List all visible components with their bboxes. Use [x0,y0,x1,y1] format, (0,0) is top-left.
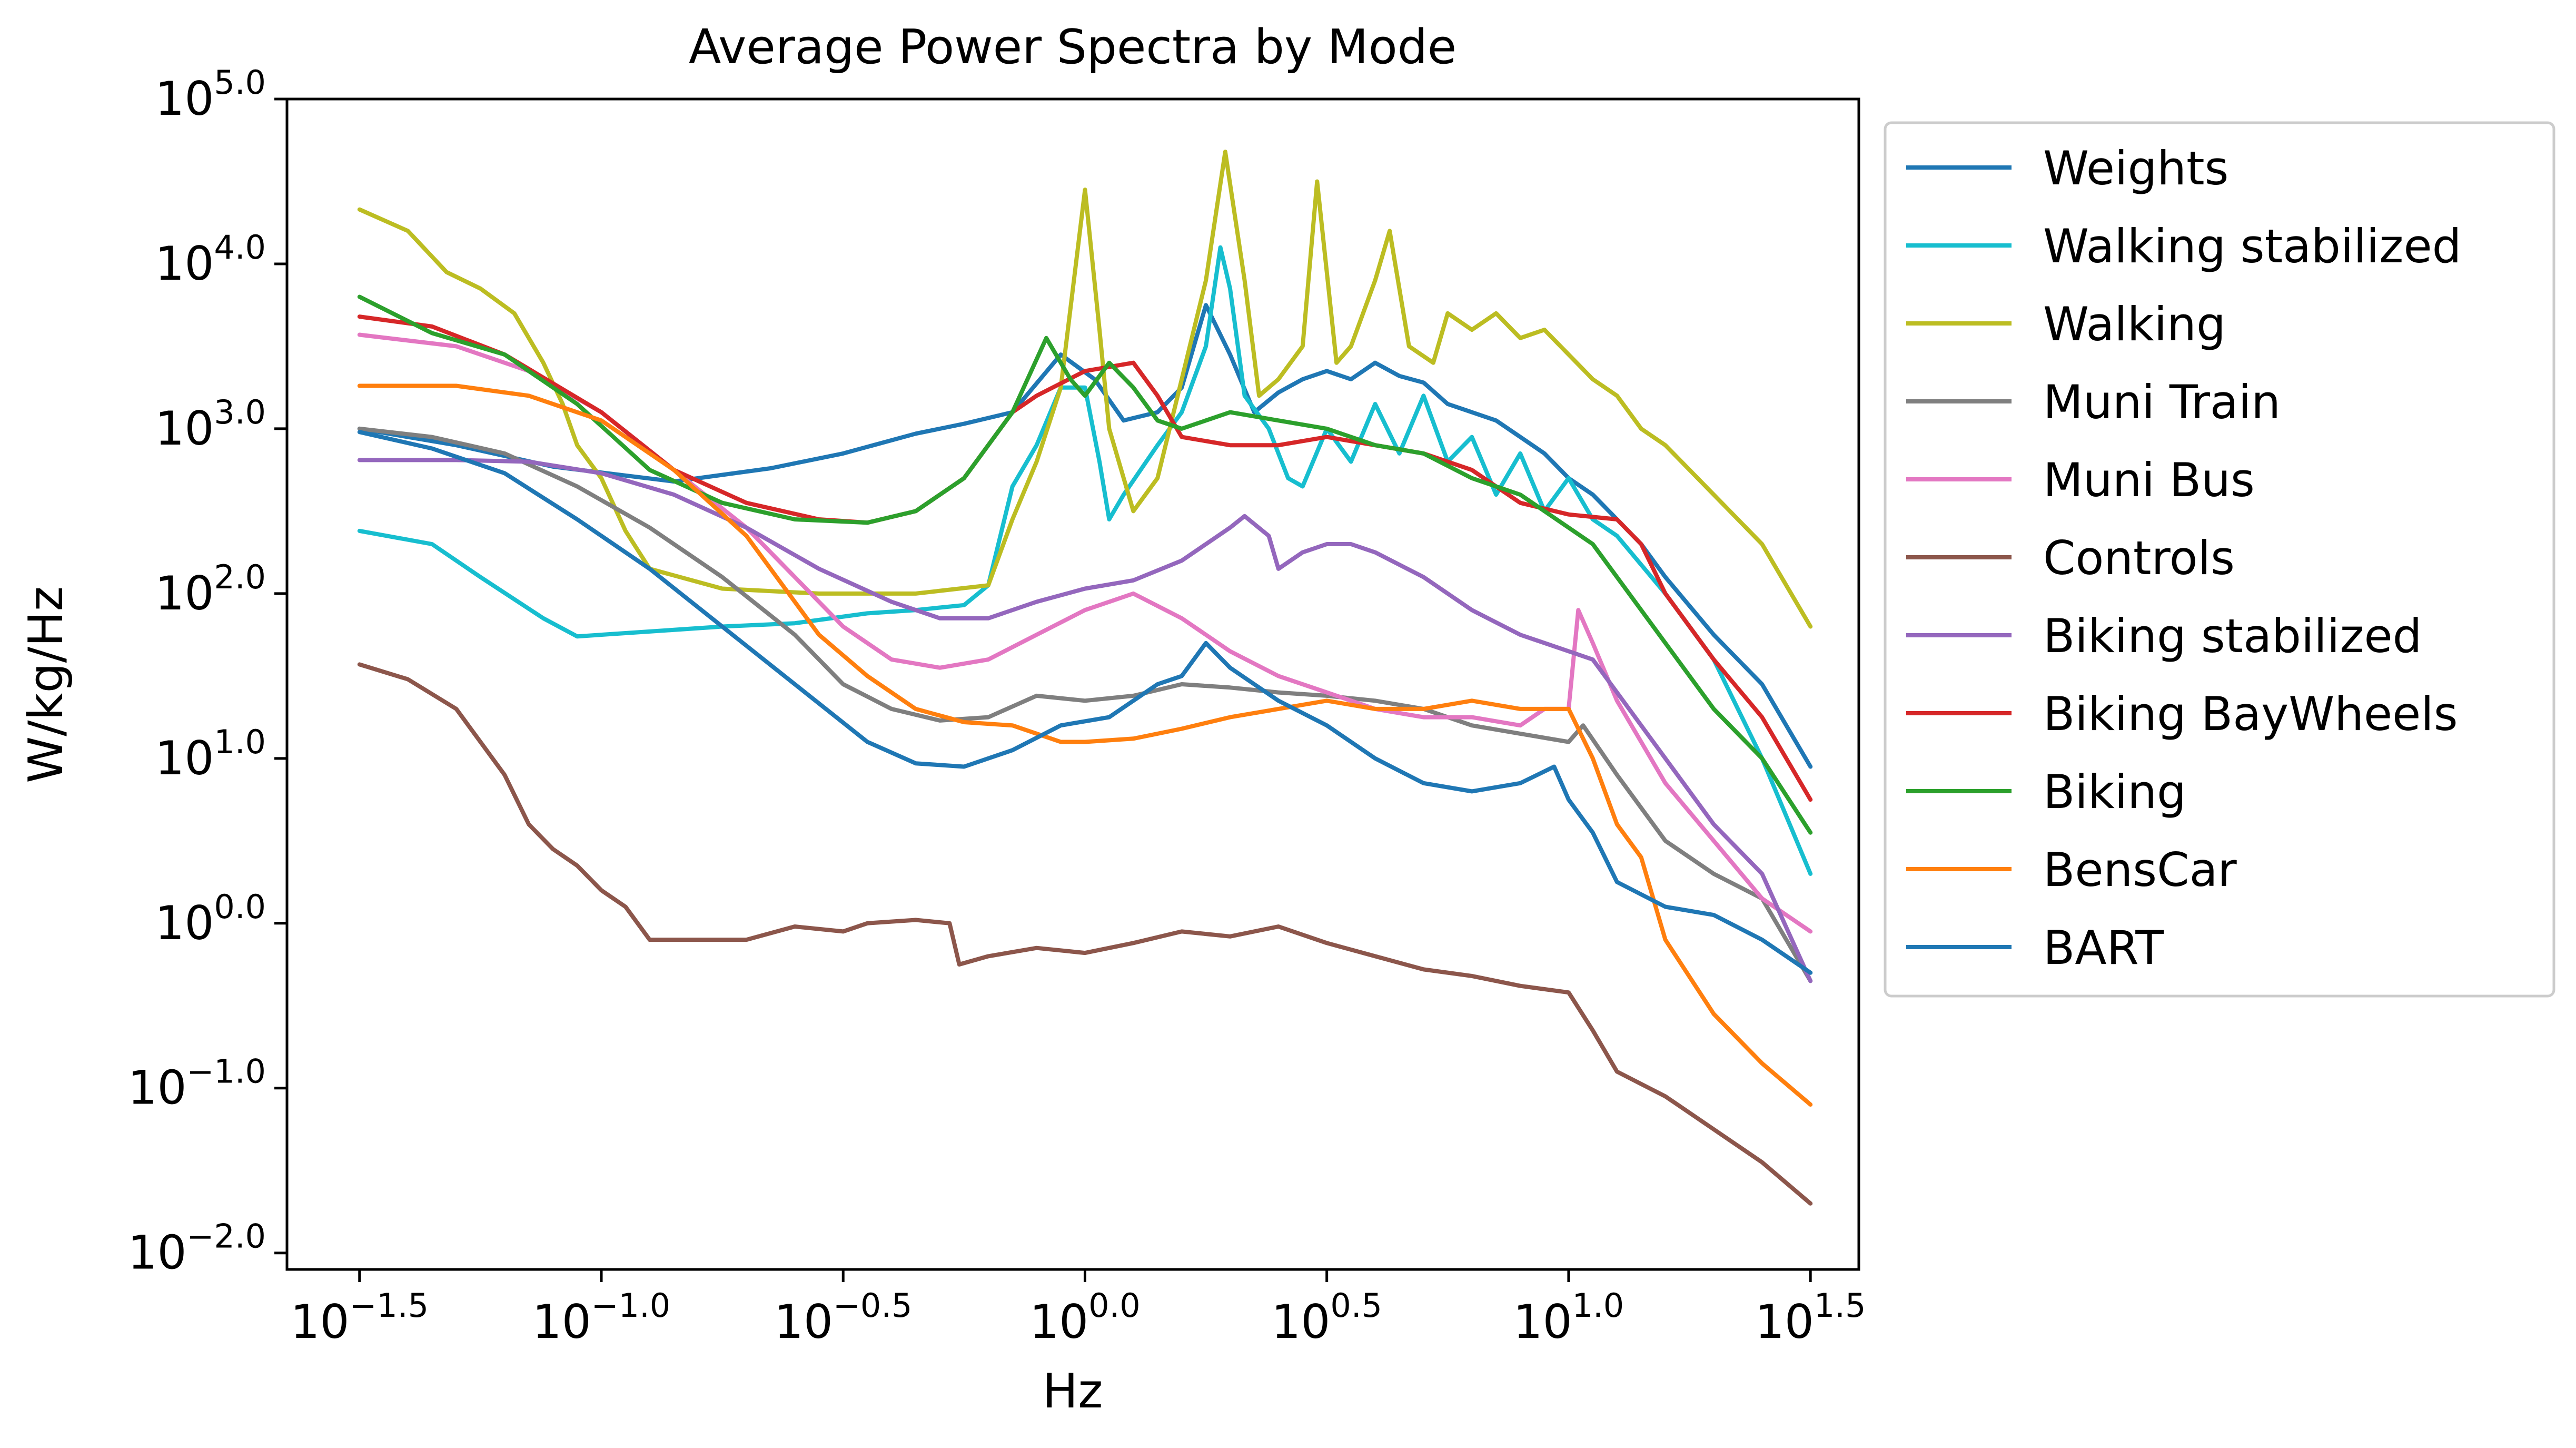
x-tick-label: 101.5 [1755,1286,1866,1349]
axes-frame [285,97,1860,1271]
x-tick-base: 10 [1755,1295,1814,1349]
y-tick-exponent: 2.0 [214,558,266,596]
y-tick-base: 10 [155,566,214,620]
series-line-benscar [357,383,1813,1107]
legend-label: Biking stabilized [2043,609,2422,663]
y-tick-label: 101.0 [155,723,266,785]
x-tick-base: 10 [1029,1295,1088,1349]
y-tick-exponent: −1.0 [186,1052,266,1091]
x-tick-base: 10 [774,1295,833,1349]
legend-label: Biking [2043,765,2186,819]
legend-label: Muni Bus [2043,453,2255,507]
x-tick-label: 10−1.5 [290,1286,429,1349]
series-line-biking-baywheels [357,314,1813,802]
x-tick-label: 10−0.5 [774,1286,913,1349]
legend-label: BART [2043,921,2164,975]
x-tick-exponent: −0.5 [833,1286,913,1325]
x-tick-label: 100.5 [1271,1286,1382,1349]
y-tick-exponent: 5.0 [214,63,266,102]
y-tick-label: 105.0 [155,63,266,126]
x-tick-exponent: 0.5 [1330,1286,1382,1325]
y-tick-exponent: −2.0 [186,1217,266,1256]
y-tick-base: 10 [127,1226,186,1280]
y-axis-label: W/kg/Hz [18,586,74,783]
legend-label: Biking BayWheels [2043,687,2458,741]
x-tick-label: 10−1.0 [532,1286,671,1349]
x-tick-base: 10 [532,1295,591,1349]
y-tick-base: 10 [155,896,214,950]
legend-label: Walking stabilized [2043,219,2461,273]
legend: Weights Walking stabilized Walking Muni Tra… [1884,121,2555,998]
series-line-biking-stabilized [357,458,1813,983]
y-tick-label: 10−1.0 [127,1052,266,1115]
series-line-muni-bus [357,332,1813,934]
series-line-muni-train [357,426,1813,983]
x-tick-label: 101.0 [1513,1286,1624,1349]
series-line-bart [357,430,1813,975]
y-axis: 105.0104.0103.0102.0101.0100.010−1.010−2… [127,63,287,1280]
x-tick-base: 10 [1271,1295,1330,1349]
x-tick-exponent: −1.0 [591,1286,671,1325]
x-tick-exponent: 1.0 [1572,1286,1624,1325]
y-tick-exponent: 3.0 [214,393,266,431]
y-tick-base: 10 [155,72,214,126]
legend-label: BensCar [2043,843,2237,897]
legend-label: Muni Train [2043,375,2281,429]
series-line-walking-stabilized [357,245,1813,876]
y-tick-base: 10 [155,731,214,785]
x-tick-base: 10 [1513,1295,1572,1349]
series-layer [357,150,1813,1206]
y-tick-label: 102.0 [155,558,266,620]
y-tick-base: 10 [155,401,214,456]
y-tick-label: 103.0 [155,393,266,456]
legend-label: Weights [2043,141,2228,195]
y-tick-base: 10 [155,237,214,291]
x-tick-exponent: −1.5 [349,1286,429,1325]
x-axis-label: Hz [1043,1364,1103,1419]
y-tick-exponent: 1.0 [214,723,266,761]
x-axis: 10−1.5 10−1.0 10−0.5 100.0 100.5 101.0 101.5 [290,1269,1866,1349]
y-tick-exponent: 0.0 [214,888,266,926]
y-tick-label: 100.0 [155,888,266,950]
x-tick-exponent: 0.0 [1088,1286,1141,1325]
y-tick-base: 10 [127,1061,186,1115]
x-tick-exponent: 1.5 [1814,1286,1866,1325]
series-line-weights [357,303,1813,769]
y-tick-exponent: 4.0 [214,228,266,267]
legend-label: Controls [2043,531,2235,585]
y-tick-label: 10−2.0 [127,1217,266,1280]
series-line-biking [357,294,1813,835]
x-tick-base: 10 [290,1295,349,1349]
legend-label: Walking [2043,297,2226,351]
y-tick-label: 104.0 [155,228,266,291]
x-tick-label: 100.0 [1029,1286,1141,1349]
legend-frame [1884,121,2555,998]
series-line-controls [357,662,1813,1206]
series-line-walking [357,150,1813,629]
chart-title: Average Power Spectra by Mode [689,19,1457,75]
